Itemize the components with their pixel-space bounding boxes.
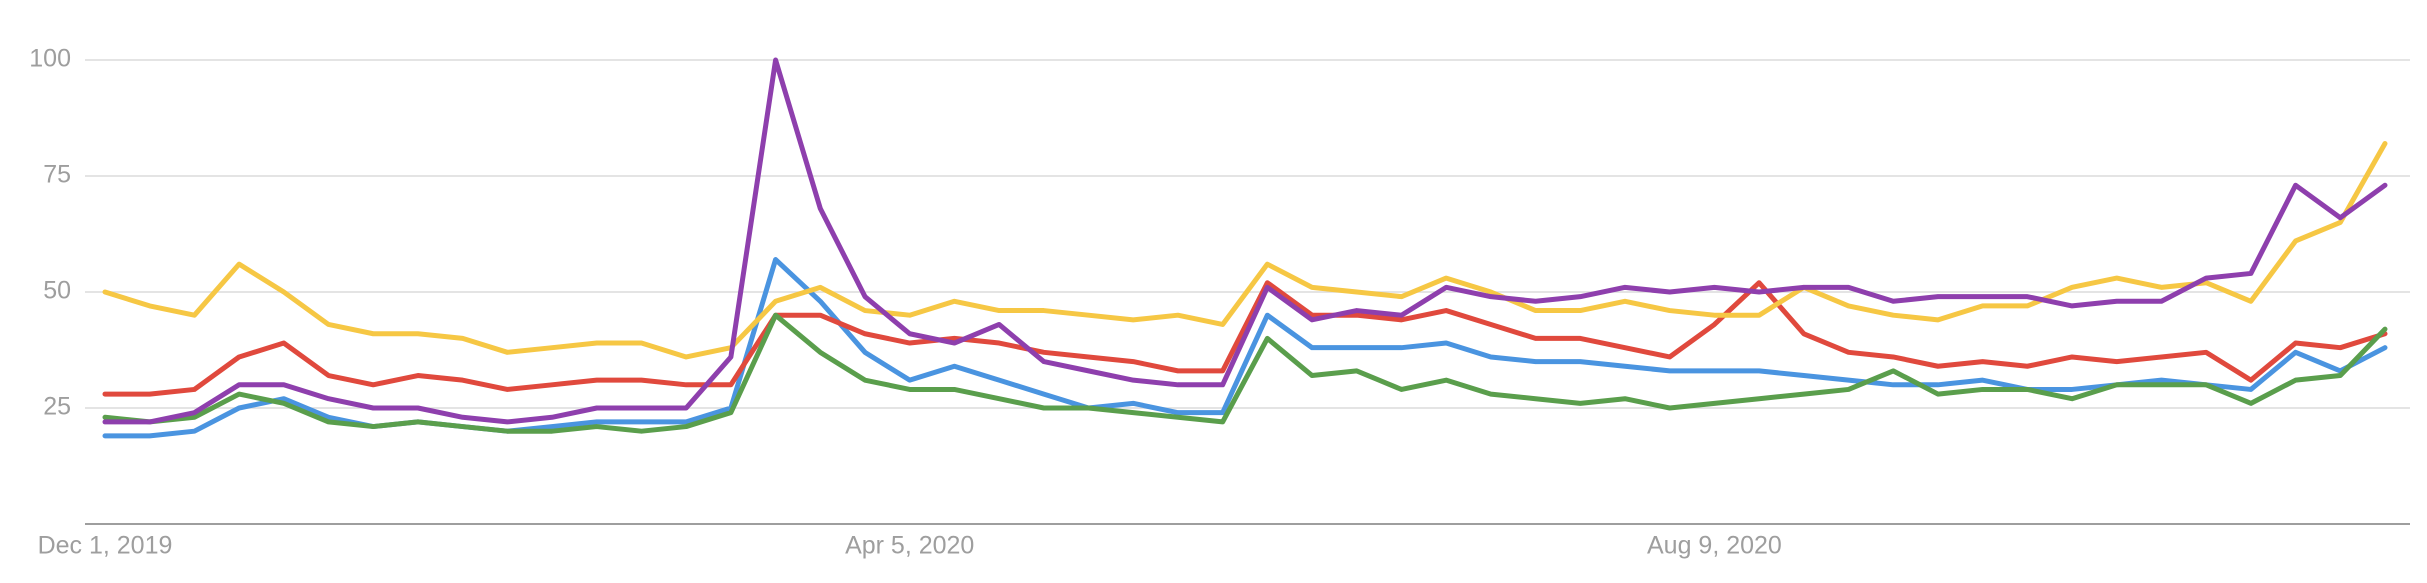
series-line	[102, 141, 2388, 360]
y-tick-label: 100	[29, 45, 71, 73]
y-tick-label: 25	[43, 393, 71, 421]
series-line	[102, 280, 2388, 397]
series-line	[102, 257, 2388, 439]
y-tick-label: 50	[43, 277, 71, 305]
x-tick-label: Dec 1, 2019	[38, 532, 173, 560]
y-tick-label: 75	[43, 161, 71, 189]
series-line	[102, 57, 2388, 425]
x-tick-label: Aug 9, 2020	[1647, 532, 1782, 560]
series-line	[102, 312, 2388, 434]
x-tick-label: Apr 5, 2020	[845, 532, 974, 560]
